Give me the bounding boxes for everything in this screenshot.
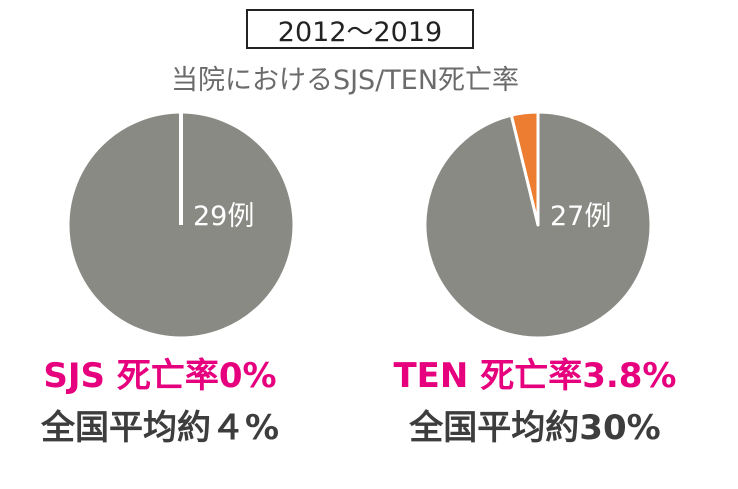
sjs-mortality-caption: SJS 死亡率0% [43, 356, 277, 396]
period-label: 2012～2019 [277, 16, 443, 48]
ten-national-average: 全国平均約30% [409, 408, 661, 448]
sjs-case-count-label: 29例 [193, 201, 254, 232]
ten-mortality-caption: TEN 死亡率3.8% [393, 356, 677, 396]
sjs-national-average: 全国平均約４% [40, 408, 280, 448]
ten-pie-chart: 27例 [423, 110, 653, 340]
ten-case-count-label: 27例 [550, 201, 611, 232]
ten-slice-survived [423, 110, 653, 340]
period-label-box: 2012～2019 [246, 9, 474, 49]
sjs-pie-chart: 29例 [66, 110, 296, 340]
chart-subtitle: 当院におけるSJS/TEN死亡率 [170, 65, 520, 96]
